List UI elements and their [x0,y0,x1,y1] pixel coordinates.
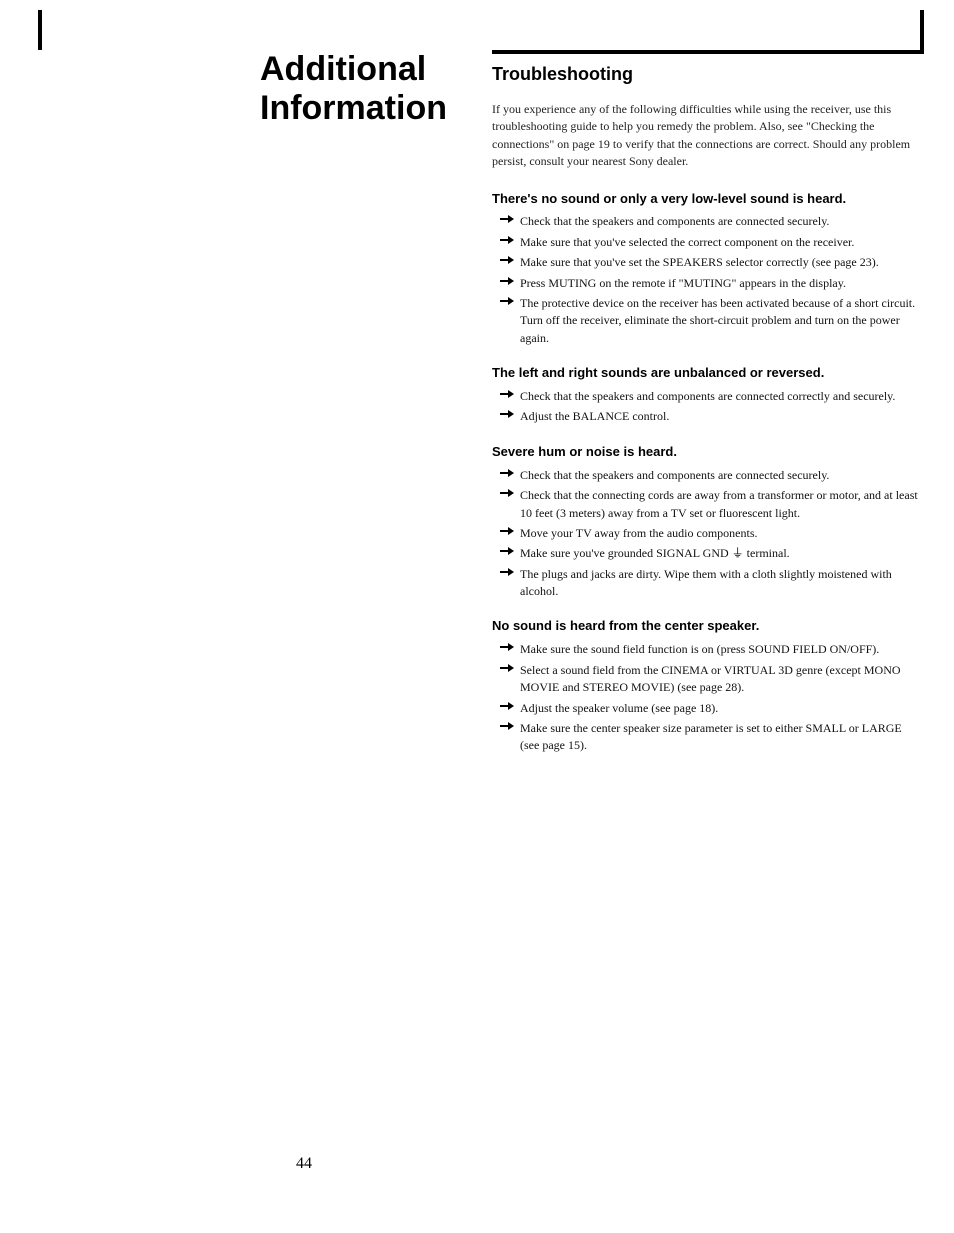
remedy-text: Check that the connecting cords are away… [520,488,918,519]
intro-paragraph: If you experience any of the following d… [492,101,924,171]
remedy-text: Adjust the BALANCE control. [520,409,669,423]
arrow-icon [500,236,514,244]
remedy-item: Make sure the center speaker size parame… [520,720,924,755]
right-column: Troubleshooting If you experience any of… [482,50,924,773]
arrow-icon [500,390,514,398]
remedy-list: Make sure the sound field function is on… [492,641,924,754]
arrow-icon [500,722,514,730]
remedy-list: Check that the speakers and components a… [492,467,924,601]
remedy-item: Make sure the sound field function is on… [520,641,924,658]
remedy-text: The protective device on the receiver ha… [520,296,915,345]
arrow-icon [500,256,514,264]
problem-title: Severe hum or noise is heard. [492,444,924,461]
problem-title: No sound is heard from the center speake… [492,618,924,635]
section-title: Troubleshooting [492,64,924,85]
remedy-item: Check that the speakers and components a… [520,388,924,405]
arrow-icon [500,469,514,477]
arrow-icon [500,702,514,710]
arrow-icon [500,527,514,535]
section-rule [492,50,924,54]
remedy-text: Make sure that you've selected the corre… [520,235,854,249]
page-number: 44 [296,1155,312,1173]
problem-block: Severe hum or noise is heard. Check that … [492,444,924,601]
chapter-title-line1: Additional [260,50,426,88]
problem-title: There's no sound or only a very low-leve… [492,191,924,208]
remedy-text: Check that the speakers and components a… [520,214,829,228]
crop-mark-right [920,10,924,50]
remedy-text: Make sure the center speaker size parame… [520,721,902,752]
remedy-item: Press MUTING on the remote if "MUTING" a… [520,275,924,292]
problem-block: No sound is heard from the center speake… [492,618,924,754]
page-content: Additional Information Troubleshooting I… [0,0,954,773]
remedy-text: Move your TV away from the audio compone… [520,526,758,540]
arrow-icon [500,568,514,576]
remedy-item: Make sure that you've selected the corre… [520,234,924,251]
remedy-item: Adjust the speaker volume (see page 18). [520,700,924,717]
problems-container: There's no sound or only a very low-leve… [492,191,924,755]
arrow-icon [500,643,514,651]
remedy-list: Check that the speakers and components a… [492,388,924,426]
chapter-title-line2: Information [260,89,447,127]
chapter-title: Additional Information [260,50,462,128]
arrow-icon [500,277,514,285]
remedy-text: The plugs and jacks are dirty. Wipe them… [520,567,892,598]
left-column: Additional Information [40,50,482,773]
remedy-text: Make sure that you've set the SPEAKERS s… [520,255,879,269]
remedy-text: Check that the speakers and components a… [520,468,829,482]
remedy-item: Check that the speakers and components a… [520,213,924,230]
remedy-item: Select a sound field from the CINEMA or … [520,662,924,697]
arrow-icon [500,664,514,672]
remedy-item: Move your TV away from the audio compone… [520,525,924,542]
remedy-text: Check that the speakers and components a… [520,389,895,403]
remedy-item: Check that the connecting cords are away… [520,487,924,522]
arrow-icon [500,297,514,305]
remedy-text: Select a sound field from the CINEMA or … [520,663,901,694]
problem-block: The left and right sounds are unbalanced… [492,365,924,426]
arrow-icon [500,215,514,223]
arrow-icon [500,547,514,555]
arrow-icon [500,410,514,418]
arrow-icon [500,489,514,497]
remedy-text: Make sure the sound field function is on… [520,642,879,656]
remedy-text: Adjust the speaker volume (see page 18). [520,701,718,715]
remedy-text: Make sure you've grounded SIGNAL GND ⏚ t… [520,546,790,560]
crop-mark-left [38,10,42,50]
remedy-list: Check that the speakers and components a… [492,213,924,347]
remedy-item: Adjust the BALANCE control. [520,408,924,425]
remedy-item: The plugs and jacks are dirty. Wipe them… [520,566,924,601]
remedy-item: Make sure that you've set the SPEAKERS s… [520,254,924,271]
problem-title: The left and right sounds are unbalanced… [492,365,924,382]
remedy-item: The protective device on the receiver ha… [520,295,924,347]
remedy-text: Press MUTING on the remote if "MUTING" a… [520,276,846,290]
problem-block: There's no sound or only a very low-leve… [492,191,924,348]
remedy-item: Make sure you've grounded SIGNAL GND ⏚ t… [520,545,924,562]
remedy-item: Check that the speakers and components a… [520,467,924,484]
